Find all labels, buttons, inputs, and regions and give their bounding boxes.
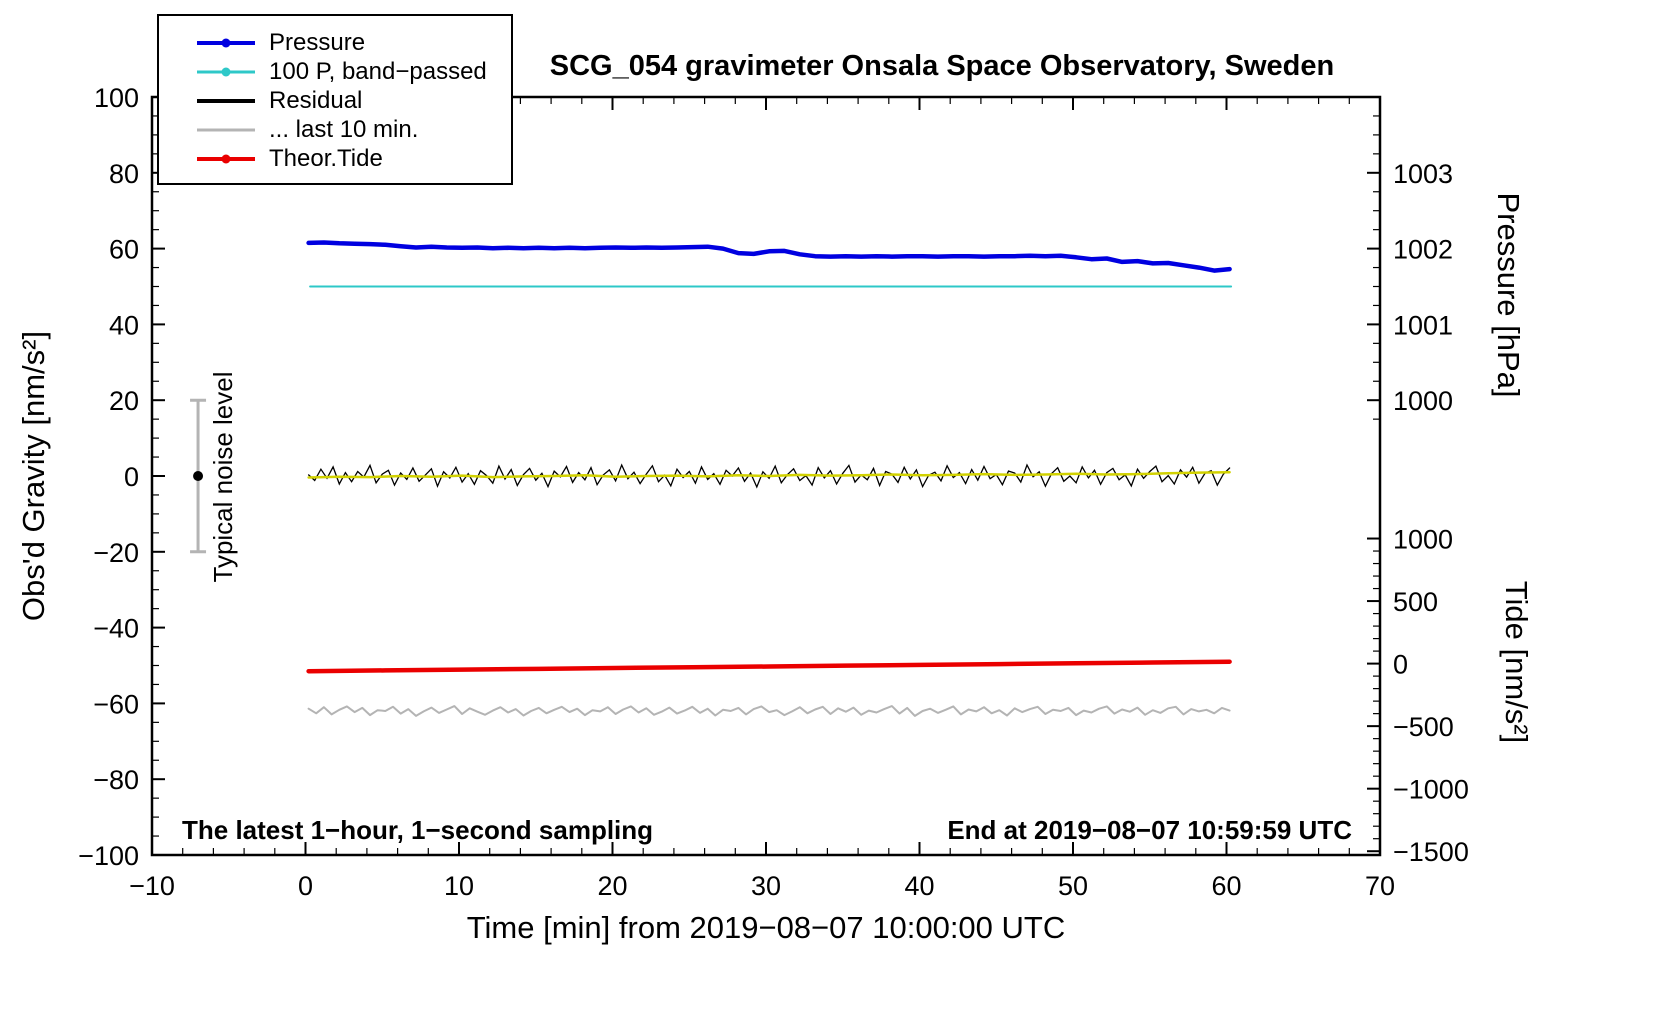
legend-line-sample: [197, 96, 255, 106]
legend-item-label: Pressure: [269, 28, 366, 56]
legend-item-label: Residual: [269, 86, 363, 114]
pressure-tick-label: 1001: [1393, 310, 1453, 340]
legend-item: 100 P, band−passed: [159, 57, 511, 86]
legend-item-label: Theor.Tide: [269, 144, 383, 172]
legend-line-sample: [197, 38, 255, 48]
legend: Pressure 100 P, band−passed Residual... la…: [157, 14, 513, 185]
x-tick-label: 30: [751, 871, 781, 901]
tide-tick-label: −1500: [1393, 837, 1469, 867]
legend-item: Residual: [159, 86, 511, 115]
legend-item: Pressure: [159, 28, 511, 57]
legend-item: ... last 10 min.: [159, 115, 511, 144]
pressure-axis-label: Pressure [hPa]: [1491, 192, 1526, 398]
gravity-axis-label: Obs'd Gravity [nm/s²]: [16, 330, 51, 622]
legend-dot: [221, 67, 231, 76]
gravity-tick-label: 0: [124, 462, 139, 492]
series-residual-last-10min: [307, 705, 1231, 717]
noise-level-label: Typical noise level: [208, 371, 238, 583]
series-residual-smoothed: [307, 470, 1231, 479]
end-time-note: End at 2019−08−07 10:59:59 UTC: [947, 815, 1352, 845]
gravity-tick-label: −100: [78, 841, 139, 871]
noise-center-dot: [193, 471, 204, 481]
x-tick-label: 50: [1058, 871, 1088, 901]
series-residual: [307, 463, 1231, 489]
gravity-tick-label: −60: [93, 689, 139, 719]
legend-item-label: ... last 10 min.: [269, 115, 419, 143]
x-tick-label: 10: [444, 871, 474, 901]
tide-tick-label: 1000: [1393, 525, 1453, 555]
x-tick-label: 40: [904, 871, 934, 901]
gravity-tick-label: −40: [93, 614, 139, 644]
series-theor-tide: [306, 659, 1232, 674]
gravity-tick-label: −80: [93, 765, 139, 795]
x-tick-label: −10: [129, 871, 175, 901]
gravity-tick-label: 60: [109, 235, 139, 265]
tide-tick-label: 0: [1393, 650, 1408, 680]
legend-line-sample: [197, 67, 255, 77]
legend-dot: [221, 154, 231, 163]
series-pressure: [306, 240, 1232, 273]
x-axis-label: Time [min] from 2019−08−07 10:00:00 UTC: [466, 910, 1066, 945]
legend-dot: [221, 38, 231, 47]
sampling-note: The latest 1−hour, 1−second sampling: [182, 815, 654, 845]
gravity-tick-label: −20: [93, 538, 139, 568]
x-tick-label: 70: [1365, 871, 1395, 901]
tide-tick-label: −1000: [1393, 775, 1469, 805]
gravity-tick-label: 40: [109, 310, 139, 340]
legend-line-sample: [197, 125, 255, 135]
pressure-tick-label: 1002: [1393, 235, 1453, 265]
legend-line-sample: [197, 154, 255, 164]
legend-item-label: 100 P, band−passed: [269, 57, 487, 85]
x-tick-label: 60: [1211, 871, 1241, 901]
pressure-tick-label: 1003: [1393, 159, 1453, 189]
tide-tick-label: −500: [1393, 712, 1454, 742]
gravity-tick-label: 20: [109, 386, 139, 416]
x-tick-label: 20: [597, 871, 627, 901]
x-tick-label: 0: [298, 871, 313, 901]
gravity-tick-label: 100: [94, 83, 139, 113]
pressure-tick-label: 1000: [1393, 386, 1453, 416]
plot-title: SCG_054 gravimeter Onsala Space Observat…: [549, 50, 1335, 82]
gravity-tick-label: 80: [109, 159, 139, 189]
tide-axis-label: Tide [nm/s²]: [1499, 580, 1534, 744]
tide-tick-label: 500: [1393, 587, 1438, 617]
legend-item: Theor.Tide: [159, 144, 511, 173]
